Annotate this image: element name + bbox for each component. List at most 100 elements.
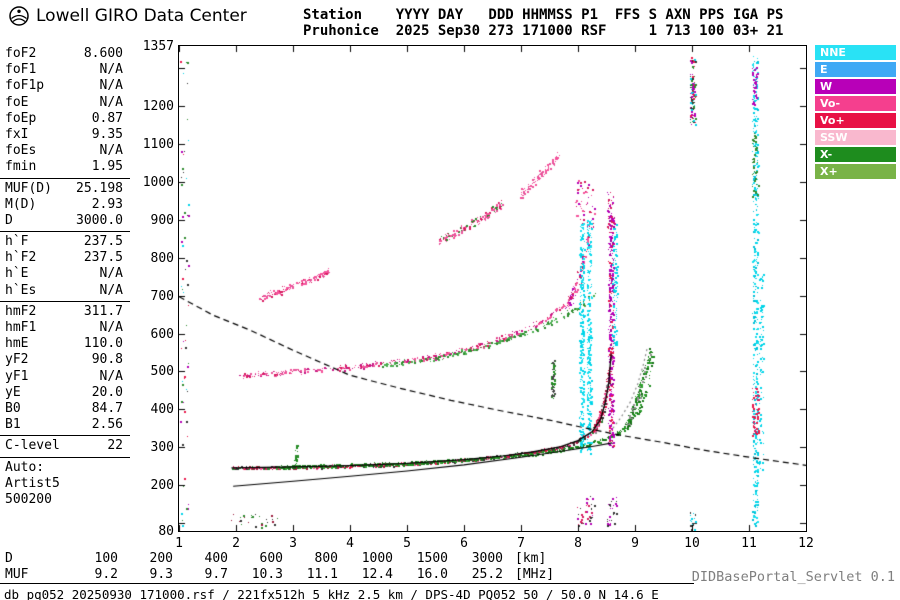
param-label: yE <box>5 384 21 400</box>
param-label: C-level <box>5 438 60 454</box>
x-axis-label-9: 9 <box>631 536 639 551</box>
param-row-foes: foEs N/A <box>0 143 130 159</box>
muf-table-cell: 9.3 <box>149 566 173 582</box>
muf-row-label: MUF <box>5 566 29 582</box>
param-label: foEs <box>5 143 37 159</box>
y-axis-label-900: 900 <box>150 212 174 228</box>
param-row-fof1: foF1 N/A <box>0 62 130 78</box>
param-value: 237.5 <box>83 234 123 250</box>
param-label: h`F <box>5 234 29 250</box>
param-row-mufd: MUF(D) 25.198 <box>0 181 130 197</box>
y-axis-label-1357: 1357 <box>142 39 174 54</box>
header-column-titles: Station YYYY DAY DDD HHMMSS P1 FFS S AXN… <box>303 7 784 23</box>
legend-item-e: E <box>815 62 896 77</box>
y-axis-label-80: 80 <box>158 524 174 539</box>
param-label: foEp <box>5 110 37 126</box>
muf-table-cell: 10.3 <box>251 566 283 582</box>
param-row-fof2: foF2 8.600 <box>0 46 130 62</box>
separator-line <box>0 231 130 233</box>
param-label: D <box>5 212 13 228</box>
param-label: B1 <box>5 417 21 433</box>
param-value: 20.0 <box>91 384 123 400</box>
param-label: hmF1 <box>5 320 37 335</box>
param-row-b1: B1 2.56 <box>0 417 130 433</box>
y-axis-label-500: 500 <box>150 364 174 380</box>
param-row-fof1p: foF1p N/A <box>0 78 130 94</box>
auto-value: Artist5 <box>5 475 60 491</box>
ionogram-canvas <box>179 46 806 531</box>
param-value: N/A <box>99 143 123 159</box>
y-axis-label-1100: 1100 <box>142 136 174 152</box>
muf-table-cell: 400 <box>204 551 228 566</box>
param-value: 8.600 <box>83 46 123 61</box>
y-axis-label-1000: 1000 <box>142 174 174 190</box>
param-value: 90.8 <box>91 352 123 368</box>
x-axis-label-11: 11 <box>741 536 757 551</box>
param-row-fmin: fmin 1.95 <box>0 159 130 175</box>
param-label: fxI <box>5 126 29 142</box>
param-label: B0 <box>5 400 21 416</box>
param-value: 311.7 <box>83 303 123 319</box>
d-muf-table: D 100 200 400 600 800 1000 1500 3000 [km] MUF 9.2 9.… <box>5 551 554 582</box>
footer-separator-line <box>0 583 694 584</box>
y-axis-label-800: 800 <box>150 250 174 266</box>
muf-table-cell: 1500 <box>416 551 448 566</box>
y-axis-label-400: 400 <box>150 402 174 418</box>
muf-row-unit: [MHz] <box>515 566 555 582</box>
header-station-values: Pruhonice 2025 Sep30 273 171000 RSF 1 71… <box>303 23 784 39</box>
muf-table-cell: 9.2 <box>94 566 118 582</box>
param-row-hmf2: hmF2 311.7 <box>0 304 130 320</box>
logo-text: Lowell GIRO Data Center <box>36 6 247 26</box>
param-row-hmf1: hmF1 N/A <box>0 320 130 336</box>
lowell-giro-logo: Lowell GIRO Data Center <box>8 5 247 27</box>
param-row-hes: h`Es N/A <box>0 283 130 299</box>
muf-table-cell: 16.0 <box>416 566 448 582</box>
y-axis-label-1200: 1200 <box>142 98 174 114</box>
muf-table-cell: 11.1 <box>306 566 338 582</box>
legend-item-nne: NNE <box>815 45 896 60</box>
param-value: 2.56 <box>91 417 123 433</box>
param-row-hf: h`F 237.5 <box>0 234 130 250</box>
param-row-d: D 3000.0 <box>0 213 130 229</box>
separator-line <box>0 456 130 458</box>
param-value: N/A <box>99 368 123 384</box>
legend-item-x: X- <box>815 147 896 162</box>
muf-table-cell: 800 <box>314 551 338 566</box>
param-row-yf2: yF2 90.8 <box>0 352 130 368</box>
param-value: N/A <box>99 78 123 94</box>
muf-table-cell: 25.2 <box>471 566 503 582</box>
param-value: 1.95 <box>91 159 123 175</box>
param-label: h`Es <box>5 282 37 298</box>
x-axis-label-5: 5 <box>403 536 411 551</box>
muf-table-cell: 3000 <box>471 551 503 566</box>
muf-row-label: D <box>5 551 13 566</box>
servlet-version-label: DIDBasePortal_Servlet 0.1 <box>691 569 895 585</box>
param-value: 84.7 <box>91 400 123 416</box>
param-label: foF1p <box>5 78 45 94</box>
param-label: hmF2 <box>5 303 37 319</box>
legend-item-ssw: SSW <box>815 130 896 145</box>
param-value: N/A <box>99 94 123 110</box>
x-axis-label-3: 3 <box>289 536 297 551</box>
x-axis-label-8: 8 <box>574 536 582 551</box>
muf-row-unit: [km] <box>515 551 547 566</box>
param-value: 9.35 <box>91 126 123 142</box>
legend-item-x: X+ <box>815 164 896 179</box>
param-value: N/A <box>99 62 123 78</box>
muf-table-row-d: D 100 200 400 600 800 1000 1500 3000 [km] <box>5 551 554 567</box>
param-label: foE <box>5 94 29 110</box>
param-row-foep: foEp 0.87 <box>0 111 130 127</box>
y-axis-label-600: 600 <box>150 326 174 342</box>
param-value: 237.5 <box>83 250 123 266</box>
param-label: yF2 <box>5 352 29 368</box>
param-value: 2.93 <box>91 196 123 212</box>
param-row-he: h`E N/A <box>0 266 130 282</box>
y-axis-label-200: 200 <box>150 478 174 494</box>
param-label: MUF(D) <box>5 180 52 196</box>
param-label: fmin <box>5 159 37 175</box>
y-axis-label-700: 700 <box>150 288 174 304</box>
param-row-fxi: fxI 9.35 <box>0 127 130 143</box>
param-label: foF2 <box>5 46 37 61</box>
x-axis-label-12: 12 <box>798 536 814 551</box>
